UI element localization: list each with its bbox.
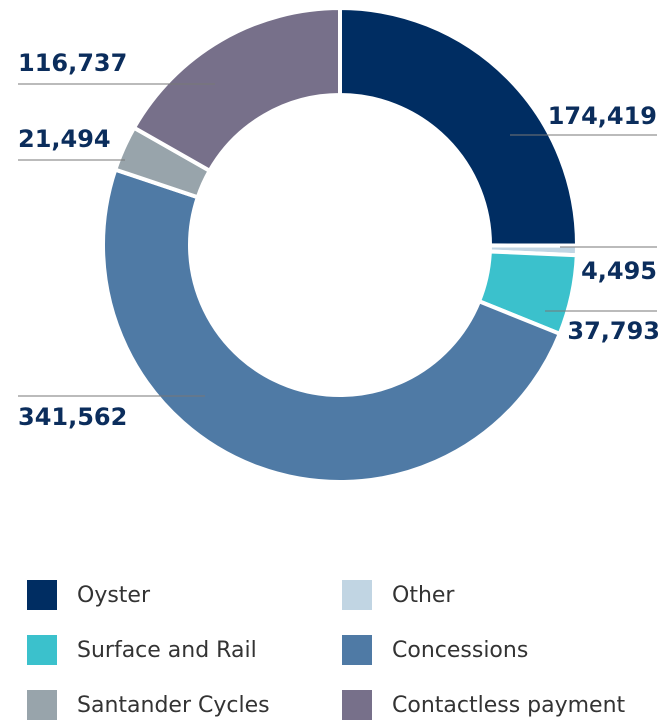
legend-swatch	[342, 690, 372, 720]
legend-swatch	[27, 580, 57, 610]
legend-label: Surface and Rail	[77, 638, 257, 663]
legend-swatch	[27, 690, 57, 720]
legend-swatch	[342, 580, 372, 610]
donut-slice	[100, 167, 563, 485]
data-label: 174,419	[548, 102, 657, 130]
data-label: 116,737	[18, 49, 127, 77]
legend-label: Concessions	[392, 638, 528, 663]
legend-label: Contactless payment	[392, 693, 626, 718]
legend-swatch	[342, 635, 372, 665]
legend-swatch	[27, 635, 57, 665]
data-label: 21,494	[18, 125, 111, 153]
data-label: 37,793	[567, 317, 660, 345]
data-label: 4,495	[581, 257, 657, 285]
donut-slice	[338, 5, 579, 248]
legend-label: Santander Cycles	[77, 693, 270, 718]
donut-slice	[131, 5, 342, 174]
data-label: 341,562	[18, 403, 127, 431]
legend-label: Oyster	[77, 583, 151, 608]
legend-label: Other	[392, 583, 455, 608]
